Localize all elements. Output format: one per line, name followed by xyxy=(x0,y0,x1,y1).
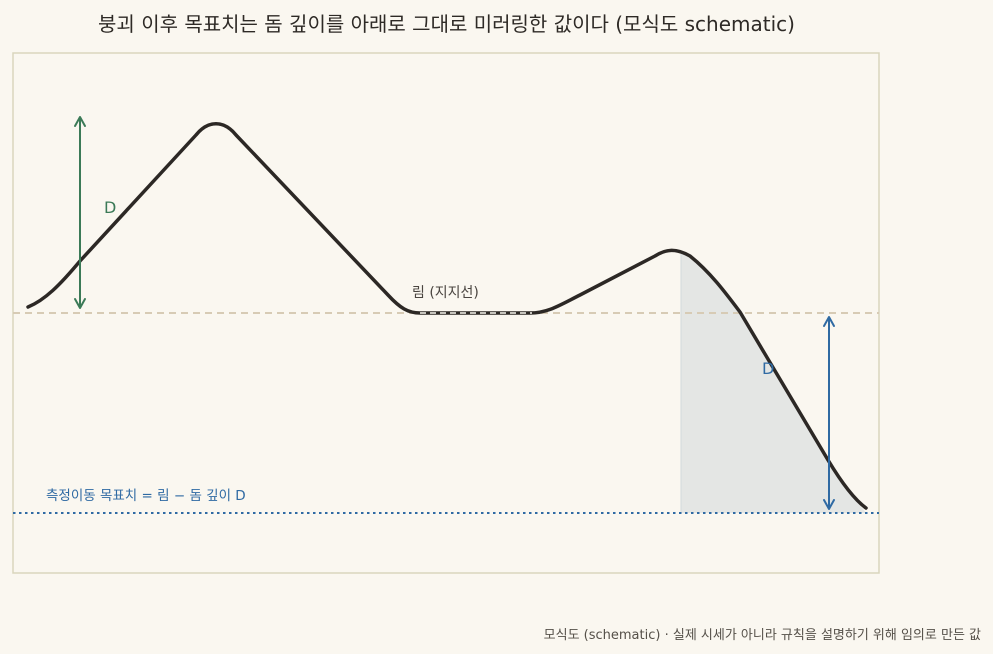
depth-label-bottom: D xyxy=(762,359,774,378)
chart-title: 붕괴 이후 목표치는 돔 깊이를 아래로 그대로 미러링한 값이다 (모식도 s… xyxy=(98,12,795,36)
footer-note: 모식도 (schematic) · 실제 시세가 아니라 규칙을 설명하기 위해… xyxy=(543,628,981,643)
depth-arrow-top xyxy=(74,116,86,309)
depth-label-top: D xyxy=(104,198,116,217)
target-label: 측정이동 목표치 = 림 − 돔 깊이 D xyxy=(46,488,246,504)
price-path xyxy=(26,122,868,510)
rim-label: 림 (지지선) xyxy=(412,285,479,301)
depth-arrow-bottom xyxy=(823,316,835,510)
